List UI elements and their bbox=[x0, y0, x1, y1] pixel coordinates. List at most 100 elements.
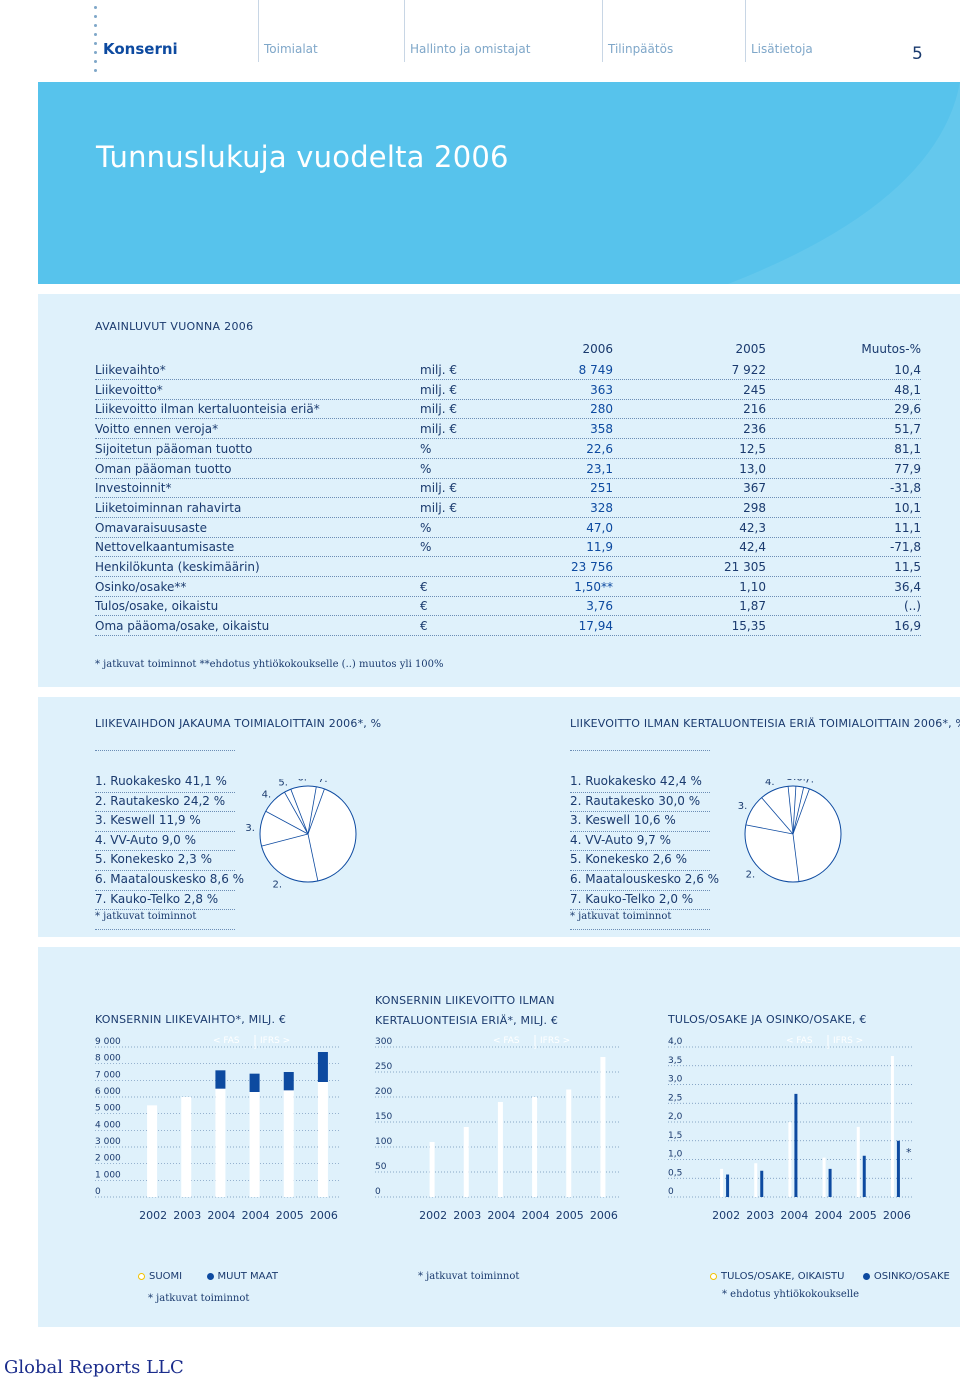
bar1-footnote: * jatkuvat toiminnot bbox=[148, 1293, 250, 1304]
y-tick-label: 0 bbox=[375, 1187, 381, 1197]
nav-item-lisatietoja[interactable]: Lisätietoja bbox=[751, 42, 813, 56]
row-value-2005: 7 922 bbox=[731, 363, 766, 377]
key-figure-row: Sijoitetun pääoman tuotto% 22,6 12,5 81,1 bbox=[95, 439, 921, 459]
y-tick-label: 2,0 bbox=[668, 1112, 683, 1122]
bar2-footnote: * jatkuvat toiminnot bbox=[418, 1271, 520, 1282]
pie-legend-item: 2. Rautakesko 30,0 % bbox=[570, 793, 710, 813]
row-value-2005: 15,35 bbox=[731, 619, 766, 634]
x-tick-label: 2003 bbox=[453, 1209, 481, 1222]
row-label: Henkilökunta (keskimäärin) bbox=[95, 560, 260, 574]
bar-muut-maat bbox=[249, 1073, 260, 1092]
header-change: Muutos-% bbox=[861, 342, 921, 356]
key-figure-row: Voitto ennen veroja* milj. € 358 236 51,7 bbox=[95, 419, 921, 440]
pie-slice-label: 2. bbox=[272, 879, 282, 889]
x-tick-label: 2004 bbox=[780, 1209, 808, 1222]
y-tick-label: 8 000 bbox=[95, 1054, 121, 1064]
row-value-2006: 23 756 bbox=[571, 560, 613, 574]
y-tick-label: 300 bbox=[375, 1037, 392, 1047]
x-tick-label: 2003 bbox=[173, 1209, 201, 1222]
y-tick-label: 5 000 bbox=[95, 1104, 121, 1114]
key-figure-row: Investoinnit* milj. € 251 367 -31,8 bbox=[95, 478, 921, 499]
y-tick-label: 1 000 bbox=[95, 1170, 121, 1180]
bar-osinko-osake bbox=[794, 1093, 798, 1197]
y-tick-label: 2 000 bbox=[95, 1154, 121, 1164]
row-value-2006: 22,6 bbox=[586, 441, 613, 456]
bar-muut-maat bbox=[215, 1070, 226, 1089]
row-change: 48,1 bbox=[894, 382, 921, 397]
pie-slice-rautakesko bbox=[792, 833, 800, 882]
bar-tulos-osake bbox=[822, 1157, 826, 1197]
nav-item-konserni[interactable]: Konserni bbox=[103, 40, 178, 58]
pie-slice-label: 7. bbox=[804, 779, 814, 785]
row-value-2005: 236 bbox=[743, 422, 766, 437]
pie-legend-item: 6. Maatalouskesko 8,6 % bbox=[95, 871, 244, 891]
legend-osinko: OSINKO/OSAKE bbox=[873, 1271, 950, 1282]
legend-muut: MUUT MAAT bbox=[217, 1271, 278, 1282]
row-value-2005: 216 bbox=[743, 402, 766, 417]
key-figure-row: Osinko/osake** €1,50** 1,10 36,4 bbox=[95, 577, 921, 597]
bar-tulos-osake bbox=[754, 1163, 758, 1197]
bar-suomi bbox=[215, 1088, 226, 1197]
pie-slice-label: 4. bbox=[262, 789, 272, 800]
pie-slice-ruokakesko bbox=[792, 788, 810, 835]
bar-tulos-osake bbox=[788, 1122, 792, 1197]
bar-muut-maat bbox=[317, 1052, 328, 1082]
pie-slice-label: 5. bbox=[787, 779, 797, 783]
pie1-title: LIIKEVAIHDON JAKAUMA TOIMIALOITTAIN 2006… bbox=[95, 717, 382, 730]
pie-legend-item: 4. VV-Auto 9,0 % bbox=[95, 832, 235, 852]
bar-osinko-osake bbox=[828, 1168, 832, 1197]
x-tick-label: 2002 bbox=[712, 1209, 740, 1222]
row-change: 10,1 bbox=[894, 500, 921, 515]
y-tick-label: 2,5 bbox=[668, 1093, 682, 1103]
legend-suomi: SUOMI bbox=[149, 1271, 183, 1282]
row-label: Voitto ennen veroja* bbox=[95, 422, 219, 437]
row-value-2006: 363 bbox=[590, 382, 613, 397]
x-tick-label: 2004 bbox=[522, 1209, 550, 1222]
pie-legend-item: 3. Keswell 10,6 % bbox=[570, 812, 710, 832]
row-change: 11,5 bbox=[894, 560, 921, 574]
y-tick-label: 0 bbox=[668, 1187, 674, 1197]
pie-slice-rautakesko bbox=[307, 833, 319, 882]
page-number: 5 bbox=[912, 44, 923, 64]
pie-slice-kauko-telko bbox=[307, 786, 317, 835]
bar3-legend: TULOS/OSAKE, OIKAISTU OSINKO/OSAKE bbox=[710, 1271, 950, 1282]
key-figures-panel: AVAINLUVUT VUONNA 2006 2006 2005 Muutos-… bbox=[38, 294, 960, 687]
annotation-ifrs: IFRS > bbox=[540, 1036, 570, 1046]
x-tick-label: 2006 bbox=[590, 1209, 618, 1222]
pie-slice-keswell bbox=[261, 833, 309, 847]
bar-osinko-osake bbox=[760, 1170, 764, 1197]
row-change: 77,9 bbox=[894, 461, 921, 476]
row-label: Osinko/osake** bbox=[95, 579, 187, 594]
row-value-2005: 42,3 bbox=[739, 520, 766, 535]
pie-slice-label: 4. bbox=[765, 779, 775, 788]
pie-slice-label: 6. bbox=[796, 779, 806, 784]
x-tick-label: 2006 bbox=[310, 1209, 338, 1222]
key-figure-row: Liikevoitto* milj. € 363 245 48,1 bbox=[95, 380, 921, 400]
pie-legend-item: 7. Kauko-Telko 2,8 % bbox=[95, 891, 235, 911]
nav-item-toimialat[interactable]: Toimialat bbox=[264, 42, 318, 56]
pie-slice-maatalouskesko bbox=[792, 786, 797, 835]
row-unit: milj. € bbox=[420, 500, 457, 515]
row-unit: € bbox=[420, 579, 428, 594]
brand-watermark: Global Reports LLC bbox=[4, 1357, 184, 1378]
legend-tulos: TULOS/OSAKE, OIKAISTU bbox=[721, 1271, 845, 1282]
row-value-2006: 47,0 bbox=[586, 520, 613, 535]
row-value-2006: 280 bbox=[590, 402, 613, 417]
bar-section: KONSERNIN LIIKEVAIHTO*, MILJ. € KONSERNI… bbox=[38, 947, 960, 1327]
nav-item-hallinto[interactable]: Hallinto ja omistajat bbox=[410, 42, 531, 56]
row-value-2006: 17,94 bbox=[578, 619, 613, 634]
pie-slice-label: 3. bbox=[738, 801, 748, 812]
row-change: 16,9 bbox=[894, 619, 921, 634]
annotation-fas: < FAS bbox=[493, 1036, 520, 1046]
row-unit: % bbox=[420, 520, 432, 535]
pie-slice-kauko-telko bbox=[792, 787, 805, 835]
key-figure-row: Oma pääoma/osake, oikaistu €17,94 15,35 16,… bbox=[95, 616, 921, 637]
bar2-title: KONSERNIN LIIKEVOITTO ILMAN KERTALUONTEI… bbox=[375, 994, 559, 1027]
row-label: Sijoitetun pääoman tuotto bbox=[95, 441, 253, 456]
nav-item-tilinpaatos[interactable]: Tilinpäätös bbox=[608, 42, 674, 56]
pie-slice-keswell bbox=[745, 824, 794, 835]
x-tick-label: 2004 bbox=[242, 1209, 270, 1222]
row-value-2005: 13,0 bbox=[739, 461, 766, 476]
row-value-2005: 245 bbox=[743, 382, 766, 397]
row-change: 11,1 bbox=[894, 520, 921, 535]
